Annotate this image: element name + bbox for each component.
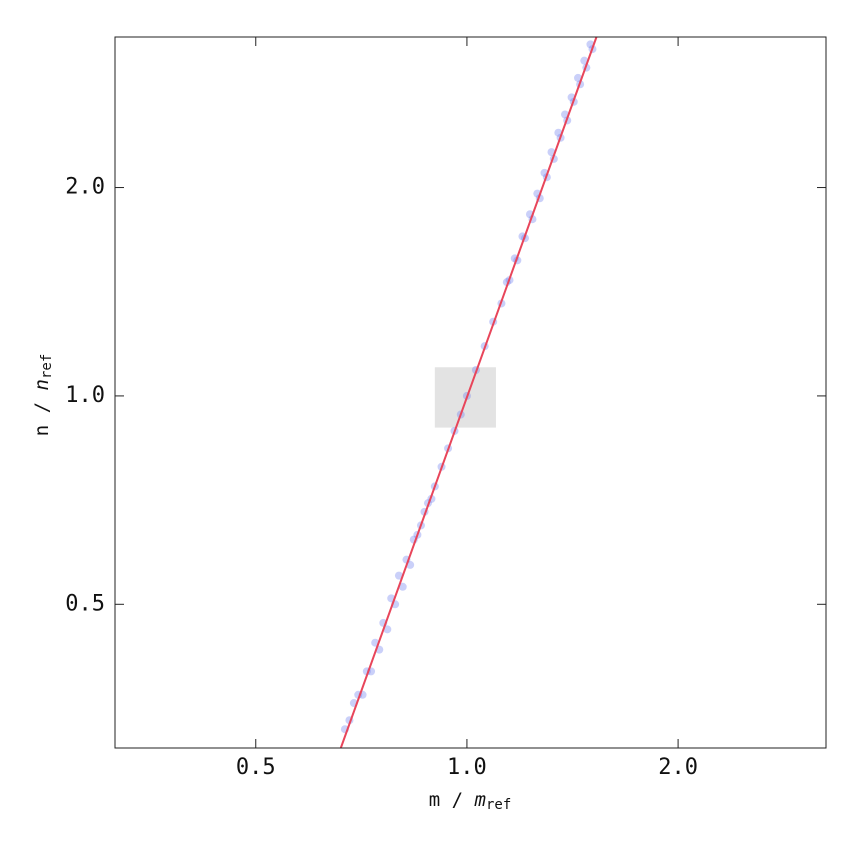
- x-label-sub: ref: [486, 797, 511, 813]
- x-label-slash: /: [440, 789, 474, 811]
- scatter-point: [398, 582, 407, 591]
- y-label-sub: ref: [39, 354, 55, 379]
- y-label-num: n: [31, 425, 53, 436]
- scatter-point: [394, 571, 403, 580]
- fit-line: [339, 36, 598, 749]
- y-tick-label: 0.5: [65, 591, 105, 616]
- x-tick-label: 1.0: [447, 755, 487, 780]
- plot-frame: [114, 36, 827, 749]
- y-tick-label: 2.0: [65, 175, 105, 200]
- scatter-point: [383, 625, 392, 634]
- highlight-region: [434, 367, 496, 428]
- y-label-den: n: [31, 379, 53, 390]
- y-label-slash: /: [31, 390, 53, 424]
- x-tick-label: 2.0: [658, 755, 698, 780]
- x-label-den: m: [474, 789, 486, 811]
- y-tick-label: 1.0: [65, 383, 105, 408]
- x-tick-label: 0.5: [236, 755, 276, 780]
- y-axis-label: n / nref: [31, 354, 56, 437]
- x-axis-label: m / mref: [429, 789, 512, 814]
- x-label-num: m: [429, 789, 440, 811]
